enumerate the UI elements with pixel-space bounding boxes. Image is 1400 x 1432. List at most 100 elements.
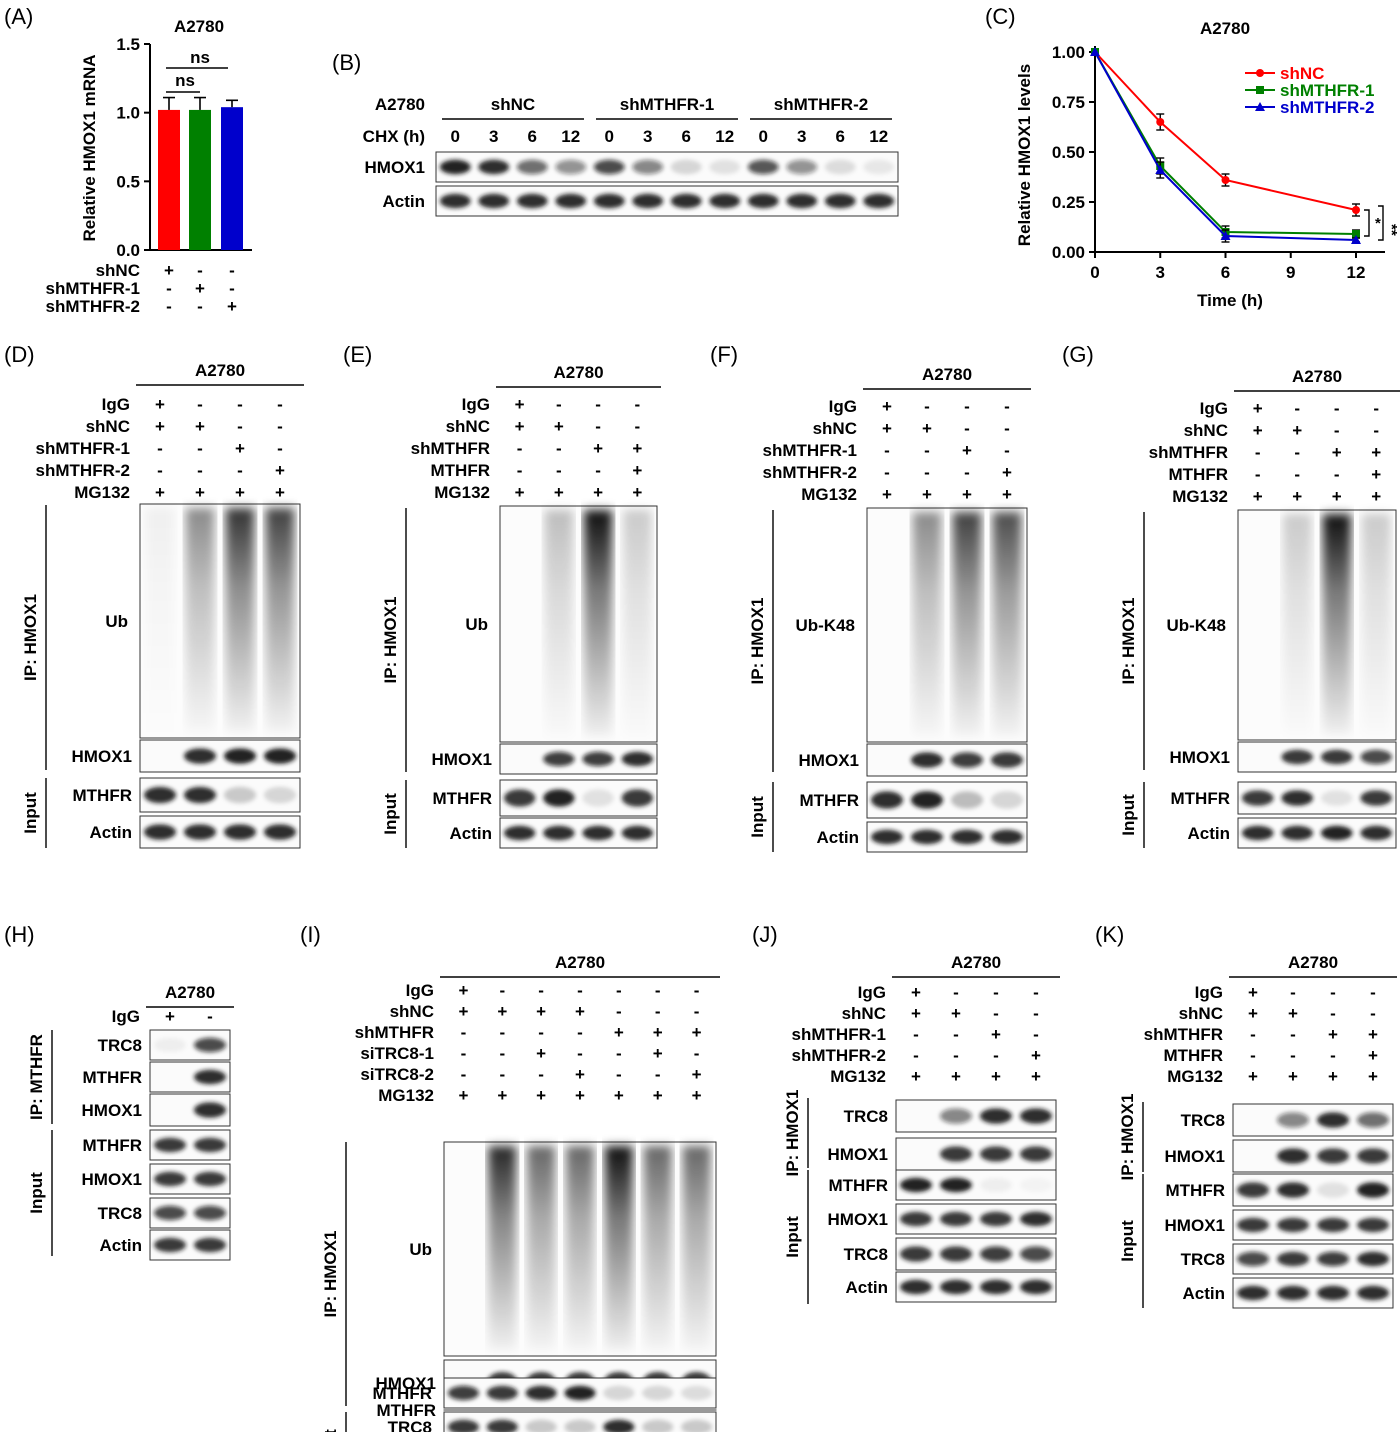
panelF-lane xyxy=(912,512,942,736)
sig-star: * xyxy=(1375,215,1381,232)
chx-hmox1-band xyxy=(555,159,587,175)
panelD-lane xyxy=(145,508,175,732)
chx-hmox1-band xyxy=(709,159,741,175)
condition-label: IgG xyxy=(1200,399,1228,418)
condition-mark: + xyxy=(165,1007,175,1026)
panelH-trc8-band xyxy=(194,1037,226,1053)
condition-mark: - xyxy=(538,981,544,1000)
panelJ-trc8-band xyxy=(1020,1108,1052,1124)
panel-panelD: (D) A2780 IgG + - - - shNC + + - - shMTHFR-1 - - + - shMT… xyxy=(4,342,304,849)
condition-mark: + xyxy=(951,1067,961,1086)
condition-mark: - xyxy=(884,463,890,482)
legend-marker xyxy=(1255,102,1265,111)
condition-mark: + xyxy=(962,485,972,504)
chx-actin-membrane xyxy=(435,185,899,217)
condition-mark: - xyxy=(1330,1004,1336,1023)
sig-bracket xyxy=(1378,205,1384,241)
condition-mark: - xyxy=(924,397,930,416)
panelD-actin-band xyxy=(184,824,216,840)
panelK-mthfr-band xyxy=(1277,1182,1309,1198)
sig-label: ns xyxy=(175,71,195,90)
condition-mark: + xyxy=(1253,399,1263,418)
blot-label: TRC8 xyxy=(98,1204,142,1223)
condition-mark: - xyxy=(1290,983,1296,1002)
condition-mark: - xyxy=(229,261,235,280)
condition-mark: + xyxy=(1253,421,1263,440)
time-label: 0 xyxy=(605,127,614,146)
condition-mark: + xyxy=(882,419,892,438)
panelD-mthfr-band xyxy=(224,786,256,804)
cell-line: A2780 xyxy=(555,953,605,972)
panelJ-trc8-band xyxy=(900,1246,932,1262)
condition-mark: + xyxy=(632,439,642,458)
panelK-mthfr-band xyxy=(1357,1182,1389,1198)
chx-actin-band xyxy=(478,193,510,209)
condition-mark: + xyxy=(515,483,525,502)
panelK-trc8-band xyxy=(1237,1251,1269,1267)
blot-label: Actin xyxy=(1183,1284,1226,1303)
panelI-mthfr-1-band xyxy=(642,1385,674,1401)
condition-mark: + xyxy=(692,1023,702,1042)
blot-label: TRC8 xyxy=(844,1107,888,1126)
cell-line: A2780 xyxy=(922,365,972,384)
panelK-hmox1-band xyxy=(1357,1148,1389,1164)
time-label: 3 xyxy=(797,127,806,146)
blot-label: HMOX1 xyxy=(828,1145,888,1164)
panelI-mthfr-1-band xyxy=(564,1385,596,1401)
condition-mark: - xyxy=(655,1002,661,1021)
input-label: Input xyxy=(27,1172,46,1214)
chx-hmox1-band xyxy=(632,159,664,175)
blot-label: MTHFR xyxy=(377,1401,436,1420)
condition-label: MTHFR xyxy=(1164,1046,1223,1065)
cell-line: A2780 xyxy=(165,983,215,1002)
panelG-hmox1-band xyxy=(1320,749,1353,765)
condition-mark: + xyxy=(227,297,237,316)
time-label: 6 xyxy=(528,127,537,146)
cell-line: A2780 xyxy=(951,953,1001,972)
smear-label: Ub xyxy=(409,1240,432,1259)
panelJ-trc8-band xyxy=(940,1108,972,1124)
panelE-hmox1-band xyxy=(582,751,614,767)
panelI-lane xyxy=(488,1146,517,1350)
condition-mark: - xyxy=(277,417,283,436)
panelJ-hmox1-band xyxy=(1020,1211,1052,1227)
panel-B: (B) A2780 shNC shMTHFR-1 shMTHFR-2 CHX (h) 0 3 6… xyxy=(332,50,899,217)
time-label: 6 xyxy=(836,127,845,146)
panelH-hmox1-band xyxy=(194,1102,226,1118)
condition-mark: - xyxy=(277,395,283,414)
chart-title: A2780 xyxy=(1200,19,1250,38)
x-tick-label: 12 xyxy=(1347,263,1366,282)
condition-mark: + xyxy=(1332,487,1342,506)
condition-mark: + xyxy=(458,981,468,1000)
chx-hmox1-band xyxy=(863,159,895,175)
chx-actin-band xyxy=(670,193,702,209)
condition-mark: - xyxy=(237,417,243,436)
blot-label: MTHFR xyxy=(829,1176,888,1195)
condition-mark: + xyxy=(911,1004,921,1023)
blot-label: HMOX1 xyxy=(376,1374,436,1393)
panelD-mthfr-band xyxy=(144,786,176,804)
panelH-mthfr-band xyxy=(194,1069,226,1085)
panelF-lane xyxy=(952,512,982,736)
blot-label: Actin xyxy=(1188,824,1231,843)
x-axis-label: Time (h) xyxy=(1197,291,1263,310)
blot-label: TRC8 xyxy=(1181,1250,1225,1269)
condition-mark: - xyxy=(197,461,203,480)
panel-panelF: (F) A2780 IgG + - - - shNC + + - - shMTHFR-1 - - + - shMT… xyxy=(710,342,1031,853)
blot-label: HMOX1 xyxy=(82,1101,142,1120)
sig-star: ** xyxy=(1383,224,1400,236)
condition-mark: - xyxy=(461,1044,467,1063)
panelH-trc8-band xyxy=(154,1037,186,1053)
condition-mark: - xyxy=(1373,399,1379,418)
condition-mark: - xyxy=(1250,1046,1256,1065)
data-point xyxy=(1352,230,1360,238)
panelK-actin-band xyxy=(1357,1285,1389,1301)
panel-letter: (A) xyxy=(4,4,33,29)
condition-label: siTRC8-2 xyxy=(360,1065,434,1084)
condition-label: shMTHFR-2 xyxy=(792,1046,886,1065)
panelJ-mthfr-band xyxy=(1020,1178,1052,1192)
condition-mark: + xyxy=(1371,465,1381,484)
data-point xyxy=(1090,47,1100,56)
condition-mark: - xyxy=(1334,465,1340,484)
condition-label: MG132 xyxy=(830,1067,886,1086)
